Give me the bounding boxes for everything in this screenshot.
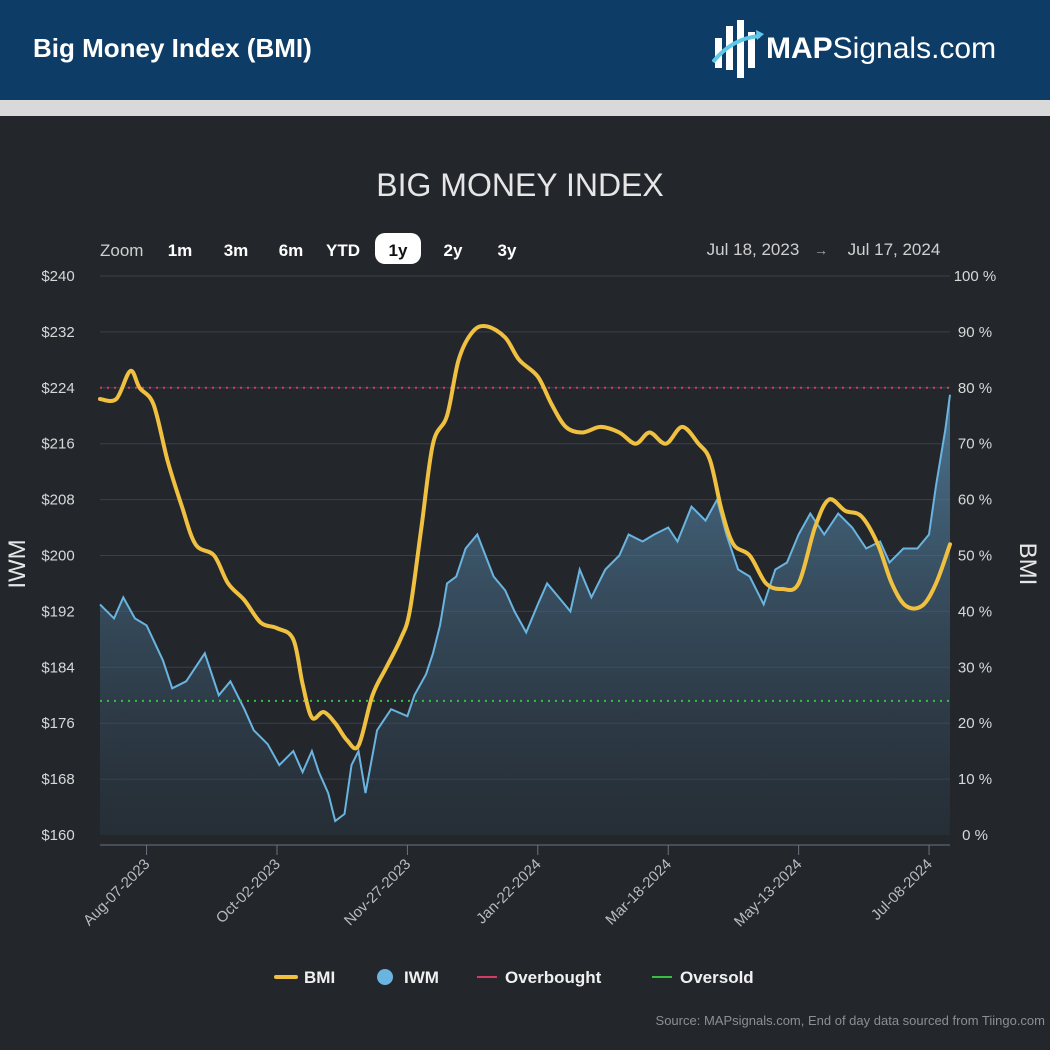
x-tick-label: Mar-18-2024 <box>602 856 675 929</box>
mapsignals-logo: MAPSignals.com <box>712 18 1012 84</box>
left-tick-label: $216 <box>41 436 74 453</box>
left-tick-label: $240 <box>41 268 74 285</box>
x-tick-label: Jul-08-2024 <box>868 856 936 924</box>
page-title: Big Money Index (BMI) <box>33 33 312 63</box>
left-tick-label: $232 <box>41 324 74 341</box>
date-range-from[interactable]: Jul 18, 2023 <box>707 240 800 259</box>
left-tick-label: $160 <box>41 827 74 844</box>
left-tick-label: $168 <box>41 771 74 788</box>
zoom-option-label: 1m <box>168 241 193 260</box>
right-tick-label: 10 % <box>958 771 992 788</box>
legend-item-overbought[interactable]: Overbought <box>477 968 602 987</box>
zoom-label: Zoom <box>100 241 143 260</box>
x-tick-label: Oct-02-2023 <box>213 856 284 927</box>
right-axis-label: BMI <box>1014 543 1041 586</box>
left-tick-label: $208 <box>41 492 74 509</box>
zoom-option-label: 3y <box>498 241 517 260</box>
zoom-option-1y[interactable]: 1y <box>375 233 421 264</box>
legend-item-bmi[interactable]: BMI <box>274 968 335 987</box>
zoom-option-2y[interactable]: 2y <box>444 241 463 260</box>
right-tick-label: 100 % <box>954 268 997 285</box>
iwm-area <box>100 394 950 835</box>
zoom-option-ytd[interactable]: YTD <box>326 241 360 260</box>
header-bar: Big Money Index (BMI) MAPSignals.com <box>0 0 1050 100</box>
chart-panel: BIG MONEY INDEX Zoom 1m 3m 6m YTD 1y 2y 3y Jul … <box>0 116 1050 1050</box>
zoom-option-1m[interactable]: 1m <box>168 241 193 260</box>
zoom-option-3y[interactable]: 3y <box>498 241 517 260</box>
chart-title: BIG MONEY INDEX <box>376 167 663 203</box>
date-range-arrow: → <box>814 242 828 258</box>
date-range-to[interactable]: Jul 17, 2024 <box>848 240 941 259</box>
right-tick-label: 40 % <box>958 603 992 620</box>
right-tick-label: 50 % <box>958 548 992 565</box>
legend-label: IWM <box>404 968 439 987</box>
right-tick-label: 90 % <box>958 324 992 341</box>
right-tick-label: 70 % <box>958 436 992 453</box>
left-axis-ticks: $240 $232 $224 $216 $208 $200 $192 $184 $176 $168… <box>41 268 74 844</box>
logo-mark-icon <box>712 20 764 78</box>
bmi-line[interactable] <box>98 324 952 751</box>
legend-item-iwm[interactable]: IWM <box>377 968 439 987</box>
right-tick-label: 60 % <box>958 492 992 509</box>
left-tick-label: $184 <box>41 659 74 676</box>
zoom-option-label: 6m <box>279 241 304 260</box>
zoom-bar: Zoom 1m 3m 6m YTD 1y 2y 3y <box>100 233 517 264</box>
zoom-selected-highlight <box>375 233 421 264</box>
source-note: Source: MAPsignals.com, End of day data … <box>656 1013 1045 1028</box>
bmi-chart: BIG MONEY INDEX Zoom 1m 3m 6m YTD 1y 2y 3y Jul … <box>4 167 1045 1028</box>
right-tick-label: 20 % <box>958 715 992 732</box>
right-tick-label: 30 % <box>958 659 992 676</box>
divider-strip <box>0 100 1050 116</box>
right-tick-label: 80 % <box>958 380 992 397</box>
zoom-option-3m[interactable]: 3m <box>224 241 249 260</box>
right-tick-label: 0 % <box>962 827 988 844</box>
chart-legend: BMI IWM Overbought Oversold <box>274 968 754 987</box>
x-tick-label: Nov-27-2023 <box>341 856 414 929</box>
x-tick-label: May-13-2024 <box>731 856 806 931</box>
legend-swatch <box>377 969 393 985</box>
left-tick-label: $192 <box>41 603 74 620</box>
x-tick-label: Aug-07-2023 <box>80 856 153 929</box>
right-axis-ticks: 100 % 90 % 80 % 70 % 60 % 50 % 40 % 30 % 20 % 10 … <box>954 268 997 844</box>
left-tick-label: $200 <box>41 548 74 565</box>
left-axis-label: IWM <box>4 539 31 588</box>
iwm-line[interactable] <box>99 394 951 823</box>
date-range: Jul 18, 2023 → Jul 17, 2024 <box>707 240 941 259</box>
x-tick-label: Jan-22-2024 <box>473 856 545 928</box>
legend-label: Oversold <box>680 968 754 987</box>
zoom-option-label: 2y <box>444 241 463 260</box>
zoom-option-6m[interactable]: 6m <box>279 241 304 260</box>
legend-label: Overbought <box>505 968 602 987</box>
left-tick-label: $176 <box>41 715 74 732</box>
left-tick-label: $224 <box>41 380 74 397</box>
zoom-option-label: 1y <box>389 241 408 260</box>
x-axis-ticks: Aug-07-2023 Oct-02-2023 Nov-27-2023 Jan-22-… <box>80 845 936 930</box>
legend-item-oversold[interactable]: Oversold <box>652 968 754 987</box>
logo-text: MAPSignals.com <box>766 32 997 65</box>
zoom-option-label: 3m <box>224 241 249 260</box>
zoom-option-label: YTD <box>326 241 360 260</box>
legend-label: BMI <box>304 968 335 987</box>
